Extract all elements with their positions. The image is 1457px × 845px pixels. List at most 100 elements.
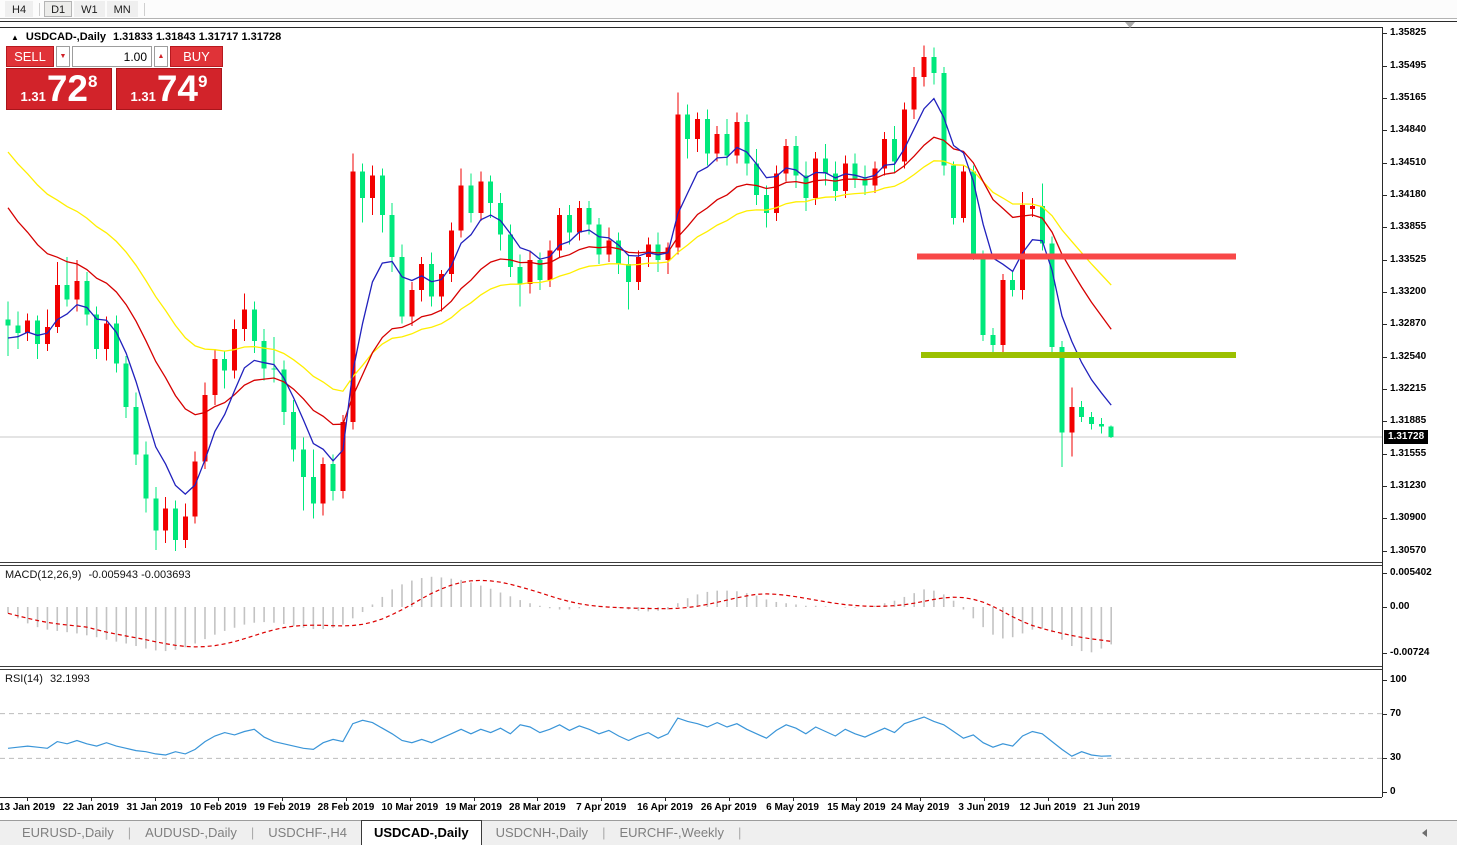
timeframe-mn-button[interactable]: MN xyxy=(106,1,138,17)
tab-eurchf-weekly[interactable]: EURCHF-,Weekly xyxy=(619,825,724,840)
sell-price-base: 1.31 xyxy=(20,89,46,104)
timeframe-h4-button[interactable]: H4 xyxy=(5,1,34,17)
axis-tick-mark xyxy=(1383,518,1387,520)
axis-tick-mark xyxy=(1383,98,1387,100)
rsi-indicator-pane[interactable]: RSI(14) 32.1993 xyxy=(0,670,1382,797)
price-tick-label: 1.33200 xyxy=(1390,285,1427,297)
candlestick-chart xyxy=(0,45,1382,551)
macd-tick-label: 0.00 xyxy=(1390,601,1410,612)
price-tick-label: 1.34510 xyxy=(1390,156,1427,168)
rsi-name: RSI(14) xyxy=(5,673,43,685)
axis-tick-mark xyxy=(1383,713,1387,715)
tab-usdcnh-daily[interactable]: USDCNH-,Daily xyxy=(495,825,589,840)
macd-name: MACD(12,26,9) xyxy=(5,569,82,581)
date-tick-mark xyxy=(218,798,220,801)
price-tick-label: 1.31885 xyxy=(1390,415,1427,427)
axis-tick-mark xyxy=(1383,792,1387,793)
chart-header: ▲ USDCAD-,Daily 1.31833 1.31843 1.31717 … xyxy=(11,31,281,43)
date-label: 7 Apr 2019 xyxy=(576,802,627,813)
pane-separator[interactable] xyxy=(0,666,1382,670)
current-price-badge: 1.31728 xyxy=(1384,429,1429,444)
volume-up-button[interactable]: ▲ xyxy=(154,46,168,67)
macd-indicator-pane[interactable]: MACD(12,26,9) -0.005943 -0.003693 xyxy=(0,566,1382,666)
date-label: 3 Jun 2019 xyxy=(958,802,1010,813)
macd-label: MACD(12,26,9) -0.005943 -0.003693 xyxy=(5,569,191,581)
axis-tick-mark xyxy=(1383,356,1387,358)
date-tick-mark xyxy=(537,798,539,801)
tab-usdcad-daily[interactable]: USDCAD-,Daily xyxy=(360,820,482,845)
timeframe-toolbar: H4 D1 W1 MN xyxy=(0,0,1457,19)
date-label: 15 May 2019 xyxy=(827,802,886,813)
time-axis[interactable]: 13 Jan 2019 22 Jan 2019 31 Jan 2019 10 Feb … xyxy=(0,797,1382,818)
pane-separator[interactable] xyxy=(0,562,1382,566)
date-tick-mark xyxy=(90,798,92,801)
axis-tick-mark xyxy=(1383,259,1387,261)
rsi-chart xyxy=(0,713,1382,759)
date-label: 19 Mar 2019 xyxy=(445,802,502,813)
collapse-chart-icon[interactable]: ▲ xyxy=(11,32,19,42)
date-label: 28 Feb 2019 xyxy=(317,802,375,813)
chart-shift-icon xyxy=(1125,22,1135,28)
date-label: 26 Apr 2019 xyxy=(700,802,757,813)
axis-tick-mark xyxy=(1383,453,1387,455)
date-tick-mark xyxy=(792,798,794,801)
volume-down-button[interactable]: ▼ xyxy=(56,46,70,67)
macd-values: -0.005943 -0.003693 xyxy=(88,569,191,581)
sell-price-pip: 8 xyxy=(88,72,98,91)
chart-title: USDCAD-,Daily xyxy=(25,31,106,43)
date-tick-mark xyxy=(1111,798,1113,801)
date-tick-mark xyxy=(409,798,411,801)
rsi-tick-label: 70 xyxy=(1390,707,1402,719)
axis-tick-mark xyxy=(1383,652,1387,654)
axis-tick-mark xyxy=(1383,607,1387,608)
date-label: 31 Jan 2019 xyxy=(126,802,183,813)
price-tick-label: 1.35495 xyxy=(1390,59,1427,71)
buy-price-box[interactable]: 1.31 74 9 xyxy=(116,68,222,110)
date-label: 24 May 2019 xyxy=(890,802,950,813)
price-axis[interactable]: 1.35825 1.35495 1.35165 1.34840 1.34510 1.341… xyxy=(1382,27,1457,797)
date-label: 10 Feb 2019 xyxy=(190,802,247,813)
tab-scroll-left-icon[interactable] xyxy=(1422,829,1427,837)
macd-chart xyxy=(7,576,1112,653)
date-tick-mark xyxy=(27,798,28,801)
sell-button[interactable]: SELL xyxy=(6,46,54,67)
timeframe-d1-button[interactable]: D1 xyxy=(44,1,73,17)
date-tick-mark xyxy=(473,798,475,801)
symbol-tab-bar: EURUSD-,Daily | AUDUSD-,Daily | USDCHF-,H4 US… xyxy=(0,820,1457,845)
price-tick-label: 1.34840 xyxy=(1390,124,1427,136)
axis-tick-mark xyxy=(1383,130,1387,132)
sell-price-box[interactable]: 1.31 72 8 xyxy=(6,68,112,110)
price-tick-label: 1.34180 xyxy=(1390,189,1427,201)
timeframe-w1-button[interactable]: W1 xyxy=(74,1,105,17)
window-frame-line xyxy=(0,21,1457,22)
buy-button[interactable]: BUY xyxy=(170,46,223,67)
rsi-tick-label: 100 xyxy=(1390,674,1407,685)
date-label: 19 Feb 2019 xyxy=(253,802,311,813)
price-tick-label: 1.30570 xyxy=(1390,544,1427,556)
price-chart-pane[interactable]: ▲ USDCAD-,Daily 1.31833 1.31843 1.31717 … xyxy=(0,28,1382,562)
date-label: 28 Mar 2019 xyxy=(509,802,566,813)
axis-tick-mark xyxy=(1383,324,1387,326)
rsi-tick-label: 0 xyxy=(1390,786,1396,797)
date-label: 6 May 2019 xyxy=(766,802,820,813)
date-tick-mark xyxy=(984,798,985,801)
date-label: 10 Mar 2019 xyxy=(381,802,439,813)
macd-tick-label: 0.005402 xyxy=(1390,566,1432,578)
buy-price-big: 74 xyxy=(156,68,198,109)
tab-separator: | xyxy=(602,825,606,840)
tab-audusd-daily[interactable]: AUDUSD-,Daily xyxy=(145,825,237,840)
axis-tick-mark xyxy=(1383,680,1387,681)
tab-usdchf-h4[interactable]: USDCHF-,H4 xyxy=(268,825,347,840)
buy-price-base: 1.31 xyxy=(130,89,156,104)
price-tick-label: 1.32870 xyxy=(1390,318,1427,330)
price-tick-label: 1.35165 xyxy=(1390,92,1427,104)
date-label: 16 Apr 2019 xyxy=(637,802,693,813)
price-tick-label: 1.32540 xyxy=(1390,350,1427,362)
axis-tick-mark xyxy=(1383,758,1387,760)
price-tick-label: 1.33855 xyxy=(1390,221,1427,233)
volume-input[interactable] xyxy=(72,46,152,67)
axis-tick-mark xyxy=(1383,572,1387,574)
axis-tick-mark xyxy=(1383,65,1387,67)
tab-eurusd-daily[interactable]: EURUSD-,Daily xyxy=(22,825,114,840)
date-tick-mark xyxy=(282,798,284,801)
